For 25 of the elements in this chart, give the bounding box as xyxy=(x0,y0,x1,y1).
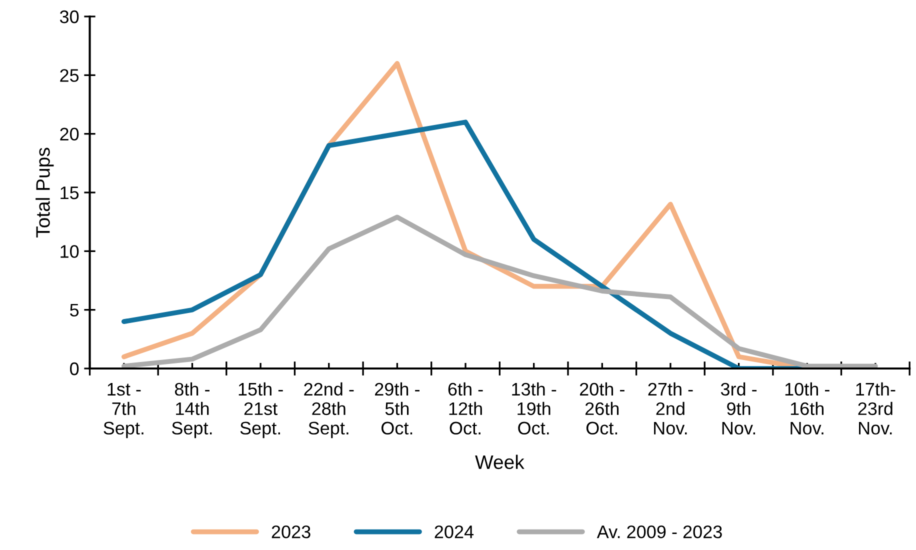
legend-label: Av. 2009 - 2023 xyxy=(596,525,722,538)
y-tick-label: 25 xyxy=(60,69,79,82)
y-tick-label: 30 xyxy=(60,10,79,24)
y-tick-label: 20 xyxy=(60,128,79,141)
x-tick-label: 27th - 2nd Nov. xyxy=(648,382,693,435)
legend-label: 2023 xyxy=(272,525,310,538)
y-axis-title: Total Pups xyxy=(36,148,54,238)
x-tick-label: 1st - 7th Sept. xyxy=(104,383,144,438)
x-tick-label: 3rd - 9th Nov. xyxy=(720,382,757,435)
x-tick-label: 22nd - 28th Sept. xyxy=(304,382,354,438)
x-tick-label: 17th- 23rd Nov. xyxy=(856,382,896,435)
x-tick-label: 15th - 21st Sept. xyxy=(238,382,283,438)
line-series xyxy=(121,214,878,368)
y-tick-label: 0 xyxy=(70,362,79,376)
x-tick-label: 6th - 12th Oct. xyxy=(448,382,483,435)
x-tick-label: 10th - 16th Nov. xyxy=(785,382,830,435)
x-tick-label: 20th - 26th Oct. xyxy=(580,382,624,435)
x-tick-label: 29th - 5th Oct. xyxy=(375,382,420,435)
x-tick-label: 8th - 14th Sept. xyxy=(172,382,212,438)
x-axis-title: Week xyxy=(475,454,524,470)
legend-label: 2024 xyxy=(434,525,474,538)
y-tick-label: 15 xyxy=(60,186,79,200)
y-tick-label: 5 xyxy=(70,304,79,317)
x-tick-label: 13th - 19th Oct. xyxy=(512,382,556,435)
y-tick-label: 10 xyxy=(60,245,79,258)
